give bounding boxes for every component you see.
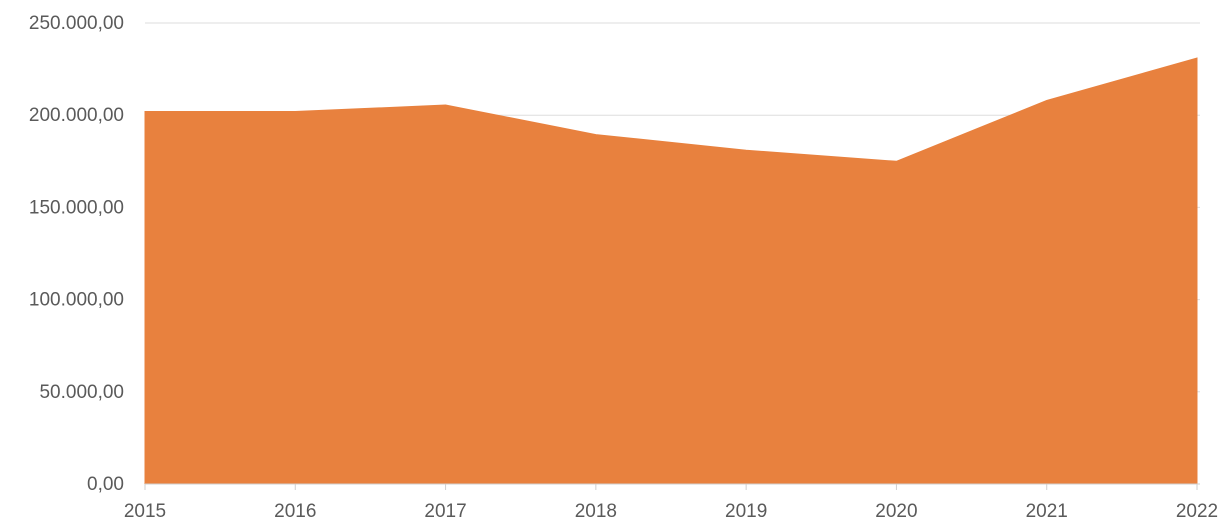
y-tick-label: 250.000,00 xyxy=(29,13,124,34)
x-tick-label: 2021 xyxy=(1026,501,1068,522)
x-axis-tick-labels: 2015 2016 2017 2018 2019 2020 2021 2022 xyxy=(124,501,1218,522)
y-tick-label: 150.000,00 xyxy=(29,197,124,218)
x-tick-label: 2022 xyxy=(1176,501,1218,522)
x-tick-label: 2017 xyxy=(424,501,466,522)
y-tick-label: 0,00 xyxy=(87,474,124,495)
y-tick-label: 50.000,00 xyxy=(39,382,124,403)
area-series xyxy=(144,57,1198,485)
x-tick-label: 2016 xyxy=(274,501,316,522)
plot-area xyxy=(144,57,1198,485)
x-tick-label: 2019 xyxy=(725,501,767,522)
y-tick-label: 100.000,00 xyxy=(29,290,124,311)
x-tick-label: 2020 xyxy=(875,501,917,522)
x-tick-label: 2018 xyxy=(575,501,617,522)
x-axis xyxy=(144,483,1200,490)
y-axis-tick-labels: 0,00 50.000,00 100.000,00 150.000,00 200.000… xyxy=(29,13,124,495)
x-tick-label: 2015 xyxy=(124,501,166,522)
y-tick-label: 200.000,00 xyxy=(29,105,124,126)
